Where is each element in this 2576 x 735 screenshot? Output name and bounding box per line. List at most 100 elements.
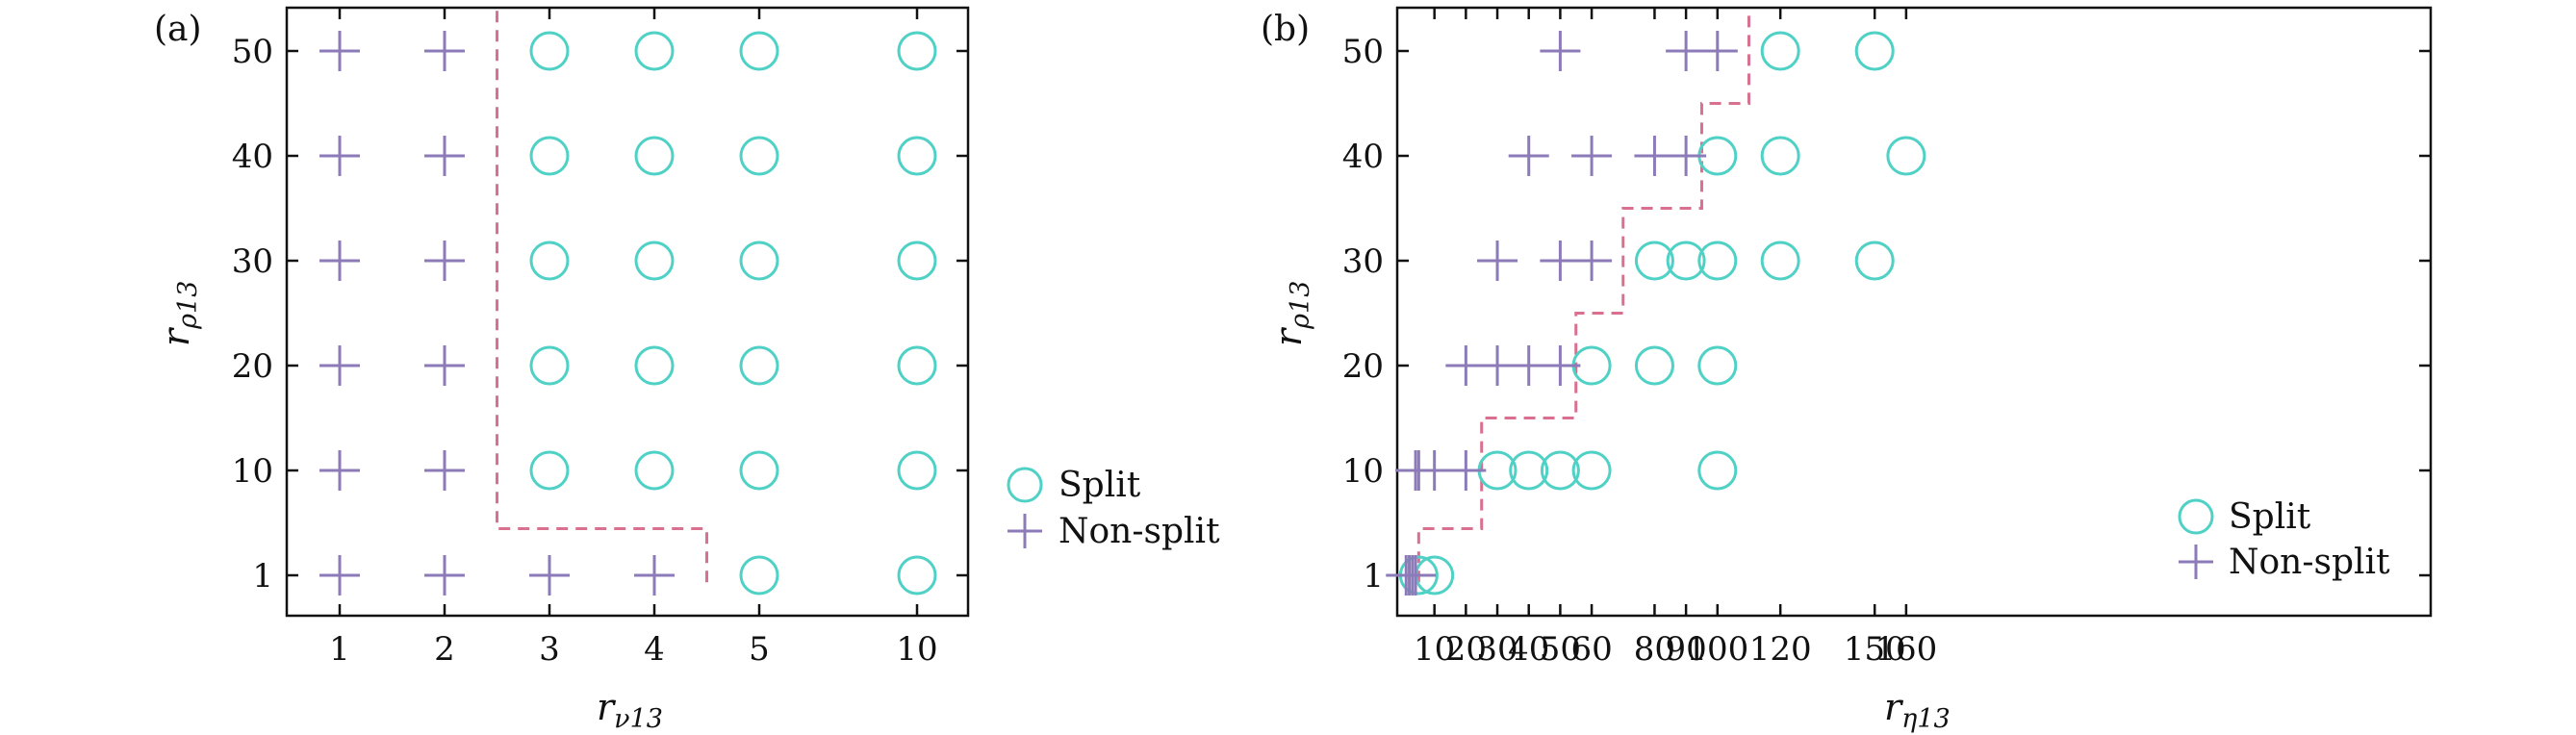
panel-b-boundary-line [1416, 9, 1750, 583]
panel-a-non-split-point [424, 450, 465, 491]
panel-b-x-tick-label: 30 [1476, 630, 1518, 669]
panel-a-split-point [897, 241, 937, 281]
panel-a-split-point [739, 450, 779, 491]
panel-b-split-point [1571, 450, 1612, 491]
panel-b-y-axis-label: rρ13 [1267, 281, 1315, 346]
panel-a-split-point [634, 450, 675, 491]
panel-a-split-point [529, 31, 570, 71]
legend-non-split-marker [2179, 545, 2213, 579]
panel-a-split-point [634, 136, 675, 176]
panel-a-y-tick-label: 10 [232, 452, 273, 491]
legend-split-marker [1007, 467, 1043, 503]
panel-b-split-point [1697, 345, 1738, 386]
panel-a-non-split-point [319, 241, 360, 281]
legend-split-marker [2178, 498, 2214, 535]
panel-b-x-tick-label: 90 [1665, 630, 1706, 669]
panel-a-points [319, 31, 937, 596]
panel-b-x-axis-label: rη13 [1884, 686, 1951, 734]
panel-a-non-split-point [424, 345, 465, 386]
legend-split-label: Split [2229, 497, 2311, 537]
panel-a-x-tick-label: 3 [539, 630, 560, 669]
panel-a-split-point [897, 345, 937, 386]
panel-a-x-tick-label: 5 [749, 630, 770, 669]
panel-a-y-tick-label: 1 [252, 557, 273, 596]
panel-b-x-tick-label: 20 [1445, 630, 1487, 669]
panel-b-non-split-point [1696, 31, 1738, 71]
panel-a-non-split-point [424, 31, 465, 71]
panel-b-frame [1395, 6, 2433, 618]
panel-a-split-point [529, 241, 570, 281]
panel-a-frame [285, 6, 970, 618]
panel-a-non-split-point [424, 555, 465, 596]
panel-b-split-point [1760, 31, 1800, 71]
panel-a-x-tick-label: 4 [644, 630, 665, 669]
panel-b-split-point [1540, 450, 1580, 491]
panel-a-y-tick-label: 30 [232, 242, 273, 281]
panel-a: (a) 1 10 20 30 40 50 1 2 3 4 5 10 rν13 rρ13 Split N… [154, 6, 1220, 734]
panel-a-ticks: 1 10 20 30 40 50 1 2 3 4 5 10 [232, 8, 968, 669]
panel-a-split-point [739, 31, 779, 71]
panel-a-boundary-line [496, 9, 708, 583]
panel-b-non-split-point [1395, 555, 1437, 596]
panel-b-x-tick-label: 10 [1414, 630, 1455, 669]
panel-a-split-point [897, 555, 937, 596]
panel-a-non-split-point [319, 450, 360, 491]
panel-a-split-point [739, 241, 779, 281]
panel-a-split-point [529, 450, 570, 491]
panel-b-x-tick-label: 160 [1875, 630, 1937, 669]
legend-non-split-label: Non-split [2229, 543, 2390, 582]
panel-b-x-tick-label: 40 [1508, 630, 1549, 669]
panel-b-label: (b) [1261, 10, 1310, 49]
panel-a-y-tick-label: 20 [232, 347, 273, 386]
boundary-path [1416, 9, 1750, 583]
panel-b-split-point [1634, 345, 1674, 386]
boundary-path [496, 9, 708, 583]
panel-a-legend: Split Non-split [1007, 466, 1220, 551]
panel-a-split-point [739, 345, 779, 386]
legend-non-split-marker [1007, 514, 1042, 548]
panel-b-legend: Split Non-split [2178, 497, 2390, 582]
panel-a-y-tick-label: 40 [232, 138, 273, 176]
panel-a-split-point [634, 241, 675, 281]
panel-a-split-point [897, 450, 937, 491]
panel-b-split-point [1854, 241, 1895, 281]
panel-a-x-tick-label: 1 [329, 630, 350, 669]
panel-b-split-point [1666, 241, 1706, 281]
panel-b-y-tick-label: 30 [1342, 242, 1384, 281]
panel-b-x-tick-label: 120 [1749, 630, 1812, 669]
panel-a-non-split-point [319, 136, 360, 176]
panel-a-split-point [529, 345, 570, 386]
panel-b-y-tick-label: 50 [1342, 33, 1384, 71]
panel-a-x-tick-label: 10 [896, 630, 937, 669]
panel-a-y-tick-label: 50 [232, 33, 273, 71]
panel-b-split-point [1760, 136, 1800, 176]
panel-a-split-point [897, 136, 937, 176]
panel-b-x-tick-label: 60 [1570, 630, 1612, 669]
legend-non-split-label: Non-split [1058, 512, 1220, 551]
panel-b-y-tick-label: 1 [1363, 557, 1384, 596]
panel-b-non-split-point [1477, 241, 1518, 281]
panel-b-split-point [1634, 241, 1674, 281]
panel-a-non-split-point [319, 31, 360, 71]
panel-b-points [1386, 31, 1926, 596]
panel-a-non-split-point [634, 555, 675, 596]
panel-a-split-point [739, 136, 779, 176]
panel-b-non-split-point [1666, 136, 1707, 176]
panel-b-non-split-point [1540, 31, 1581, 71]
panel-b-x-tick-label: 100 [1686, 630, 1748, 669]
panel-b-x-tick-label: 80 [1634, 630, 1675, 669]
panel-b-split-point [1509, 450, 1549, 491]
panel-b-split-point [1854, 31, 1895, 71]
panel-b-non-split-point [1445, 450, 1487, 491]
panel-b-x-tick-label: 50 [1540, 630, 1581, 669]
panel-a-split-point [897, 31, 937, 71]
panel-b-non-split-point [1571, 136, 1613, 176]
panel-b-split-point [1697, 450, 1738, 491]
panel-b-split-point [1697, 241, 1738, 281]
panel-b-y-tick-label: 40 [1342, 138, 1384, 176]
panel-b-non-split-point [1508, 136, 1549, 176]
panel-a-non-split-point [529, 555, 570, 596]
